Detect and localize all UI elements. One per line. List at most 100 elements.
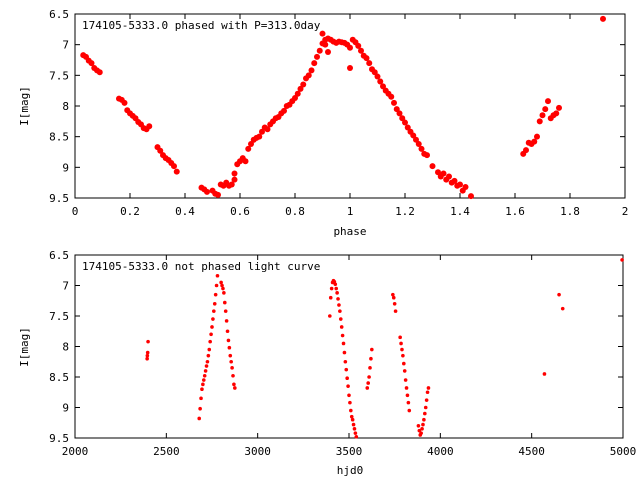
phased-data-point	[388, 93, 395, 100]
phased-y-tick-label: 8	[62, 100, 69, 113]
phased-data-point	[536, 118, 543, 125]
phased-data-point	[322, 41, 329, 48]
unphased-data-point	[339, 325, 344, 329]
unphased-data-point	[349, 414, 354, 419]
phased-data-point	[542, 106, 549, 113]
unphased-data-point	[231, 373, 235, 378]
phased-data-point	[281, 107, 287, 114]
unphased-data-point	[338, 317, 343, 321]
unphased-data-point	[348, 400, 352, 405]
phased-data-point	[600, 15, 606, 22]
unphased-data-point	[406, 400, 411, 405]
phased-data-point	[248, 141, 254, 148]
unphased-data-point	[227, 345, 232, 350]
unphased-data-point	[343, 359, 348, 364]
phased-x-tick-label: 1.2	[395, 205, 415, 218]
phased-data-point	[539, 112, 546, 119]
unphased-data-point	[402, 361, 406, 366]
unphased-data-point	[421, 422, 425, 427]
unphased-data-point	[557, 292, 561, 297]
phased-data-point	[553, 110, 560, 117]
unphased-data-point	[222, 291, 226, 295]
unphased-data-point	[341, 341, 346, 346]
phased-data-point	[355, 42, 362, 49]
unphased-x-tick-label: 3000	[244, 445, 271, 458]
phased-y-axis-label: I[mag]	[18, 86, 31, 126]
unphased-data-point	[405, 393, 410, 398]
unphased-data-point	[338, 309, 342, 313]
phased-data-point	[157, 147, 164, 154]
unphased-data-point	[346, 384, 350, 388]
phased-data-point	[305, 72, 312, 79]
unphased-data-point	[344, 367, 349, 372]
phased-y-tick-label: 9	[62, 161, 69, 174]
phased-data-point	[468, 193, 474, 200]
phased-data-point	[413, 136, 419, 143]
unphased-data-point	[365, 386, 370, 390]
phased-data-point	[424, 152, 430, 159]
unphased-data-point	[221, 286, 225, 291]
unphased-data-point	[402, 369, 407, 373]
phased-data-point	[435, 169, 441, 176]
phased-data-point	[377, 78, 384, 85]
unphased-data-point	[404, 386, 409, 390]
phased-data-point	[396, 110, 403, 117]
unphased-data-point	[370, 347, 374, 352]
unphased-data-point	[198, 406, 202, 411]
unphased-y-tick-label: 8.5	[49, 371, 69, 384]
unphased-data-point	[366, 381, 370, 385]
unphased-data-point	[393, 309, 398, 313]
unphased-data-point	[424, 398, 429, 402]
phased-x-tick-label: 2	[622, 205, 629, 218]
phased-x-tick-label: 0.6	[230, 205, 250, 218]
unphased-y-tick-label: 7	[62, 280, 69, 293]
phased-data-point	[556, 104, 562, 111]
unphased-data-point	[145, 350, 150, 355]
unphased-y-tick-label: 8	[62, 341, 69, 354]
phased-data-point	[297, 85, 304, 92]
phased-data-point	[316, 47, 323, 54]
phased-data-point	[393, 106, 400, 113]
unphased-data-point	[342, 350, 347, 355]
phased-data-point	[88, 60, 95, 67]
phased-data-point	[531, 138, 538, 145]
phased-data-point	[228, 181, 235, 188]
phased-data-point	[204, 188, 210, 195]
unphased-x-tick-label: 2500	[153, 445, 180, 458]
unphased-data-point	[206, 353, 211, 358]
unphased-data-point	[213, 292, 218, 297]
phased-data-point	[457, 181, 463, 188]
unphased-data-point	[328, 295, 333, 300]
unphased-data-point	[207, 347, 212, 352]
unphased-data-point	[205, 359, 210, 364]
unphased-data-point	[419, 431, 423, 435]
unphased-data-point	[214, 283, 219, 288]
unphased-data-point	[146, 339, 150, 344]
unphased-x-tick-label: 3500	[336, 445, 363, 458]
unphased-data-point	[219, 280, 223, 285]
unphased-data-point	[391, 292, 395, 297]
unphased-data-point	[423, 411, 427, 416]
unphased-data-point	[229, 359, 233, 364]
phased-x-tick-label: 0	[72, 205, 79, 218]
unphased-data-point	[202, 373, 207, 378]
unphased-x-tick-label: 4500	[518, 445, 545, 458]
phased-data-point	[245, 145, 252, 152]
unphased-data-point	[224, 319, 229, 323]
unphased-data-point	[232, 382, 236, 387]
unphased-light-curve-panel: 174105-5333.0 not phased light curve hjd…	[18, 249, 636, 477]
phased-data-point	[319, 30, 326, 37]
phased-data-point	[440, 170, 447, 177]
unphased-data-point	[407, 408, 412, 413]
unphased-data-point	[353, 431, 358, 435]
unphased-data-point	[212, 302, 217, 306]
unphased-data-point	[416, 424, 421, 428]
unphased-data-point	[203, 369, 208, 373]
phased-x-tick-label: 1.6	[505, 205, 525, 218]
phased-data-point	[402, 119, 408, 126]
phased-y-tick-label: 9.5	[49, 192, 69, 205]
phased-x-tick-label: 0.8	[285, 205, 305, 218]
unphased-data-point	[345, 376, 349, 381]
phased-data-point	[256, 133, 263, 140]
phased-data-point	[173, 168, 180, 175]
